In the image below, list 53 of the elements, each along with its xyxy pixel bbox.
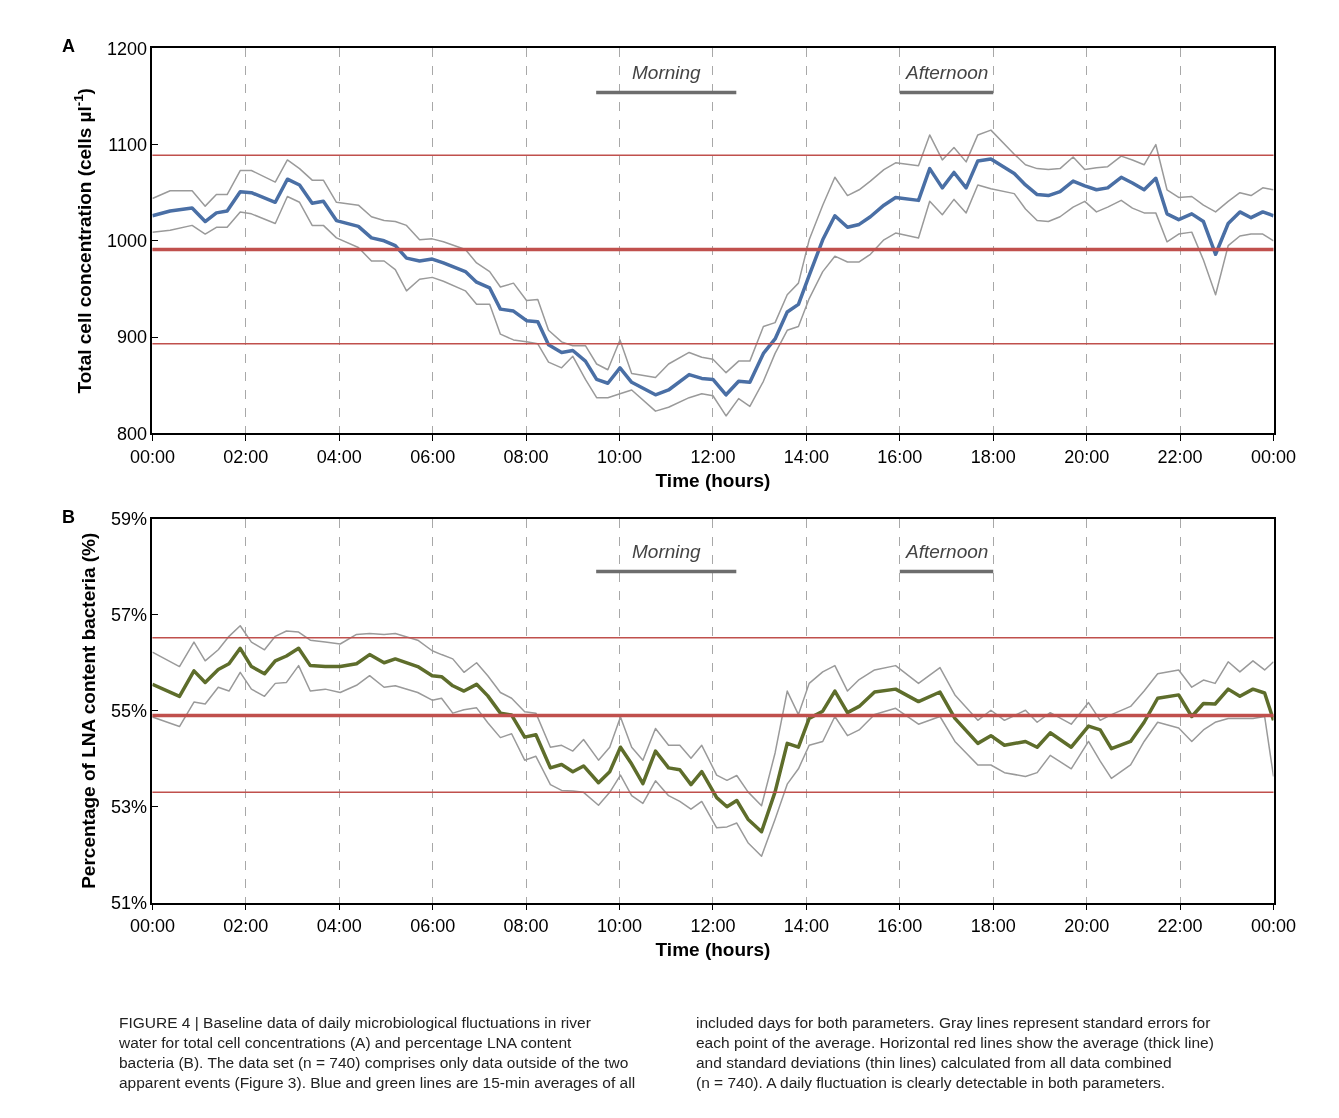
x-tick-label: 10:00	[597, 446, 643, 467]
x-tick-label: 12:00	[690, 916, 736, 937]
x-tick-label: 12:00	[690, 446, 736, 467]
x-tick-label: 08:00	[503, 446, 549, 467]
x-tick-label: 10:00	[597, 916, 643, 937]
line-series	[152, 129, 1274, 379]
y-tick-label: 900	[117, 327, 148, 348]
x-tick-label: 00:00	[129, 916, 175, 937]
x-tick-label: 14:00	[783, 916, 829, 937]
x-tick-label: 16:00	[877, 446, 923, 467]
line-series	[152, 646, 1274, 834]
caption: FIGURE 4 | Baseline data of daily microbiological fluctuations in river water for total cell concentrations (A) and percentage LNA content bacteria (B). The data set (n = 740) comprises only data outside of the two apparent events (Figure 3). Blue and green lines are 15-min averages of all	[118, 1014, 636, 1092]
x-axis-title: Time (hours)	[655, 939, 771, 961]
annotation: Morning	[632, 541, 702, 562]
x-tick-label: 20:00	[1064, 446, 1110, 467]
x-tick-label: 18:00	[970, 446, 1016, 467]
line-series	[152, 184, 1274, 417]
text: B	[62, 507, 75, 527]
line-series	[152, 664, 1274, 857]
text: included days for both parameters. Gray lines represent standard errors for each point of the average. Horizontal red lines show the average (thick line) and standard deviations (thin lines) calculated from all data combined (n = 740). A daily fluctuation is clearly detectable in both parameters.	[696, 1014, 1214, 1092]
annotation: Afternoon	[905, 541, 989, 562]
x-tick-label: 02:00	[223, 916, 269, 937]
annotation: Morning	[632, 62, 702, 83]
y-tick-label: 57%	[111, 605, 148, 626]
y-tick-label: 800	[117, 423, 148, 444]
x-tick-label: 16:00	[877, 916, 923, 937]
x-tick-label: 02:00	[223, 446, 269, 467]
x-tick-label: 06:00	[410, 916, 456, 937]
y-tick-label: 59%	[111, 509, 148, 530]
annotation: Afternoon	[905, 62, 989, 83]
x-tick-label: 00:00	[1250, 446, 1297, 467]
x-tick-label: 04:00	[316, 446, 362, 467]
y-tick-label: 51%	[111, 893, 148, 914]
y-tick-label: 55%	[111, 701, 148, 722]
line-series	[152, 625, 1274, 807]
y-tick-label: 1000	[107, 231, 148, 252]
x-tick-label: 22:00	[1157, 916, 1203, 937]
text: A	[62, 36, 75, 56]
y-tick-label: 1100	[108, 134, 148, 155]
line-series	[152, 157, 1274, 397]
x-tick-label: 00:00	[1250, 916, 1297, 937]
y-axis-title: Percentage of LNA content bacteria (%)	[78, 532, 100, 889]
x-tick-label: 04:00	[316, 916, 362, 937]
y-tick-label: 53%	[111, 797, 148, 818]
x-tick-label: 20:00	[1064, 916, 1110, 937]
x-tick-label: 22:00	[1157, 446, 1203, 467]
x-tick-label: 18:00	[970, 916, 1016, 937]
x-tick-label: 14:00	[783, 446, 829, 467]
x-axis-title: Time (hours)	[655, 469, 771, 491]
x-tick-label: 00:00	[129, 446, 175, 467]
x-tick-label: 06:00	[410, 446, 456, 467]
x-tick-label: 08:00	[503, 916, 549, 937]
y-tick-label: 1200	[107, 38, 148, 59]
